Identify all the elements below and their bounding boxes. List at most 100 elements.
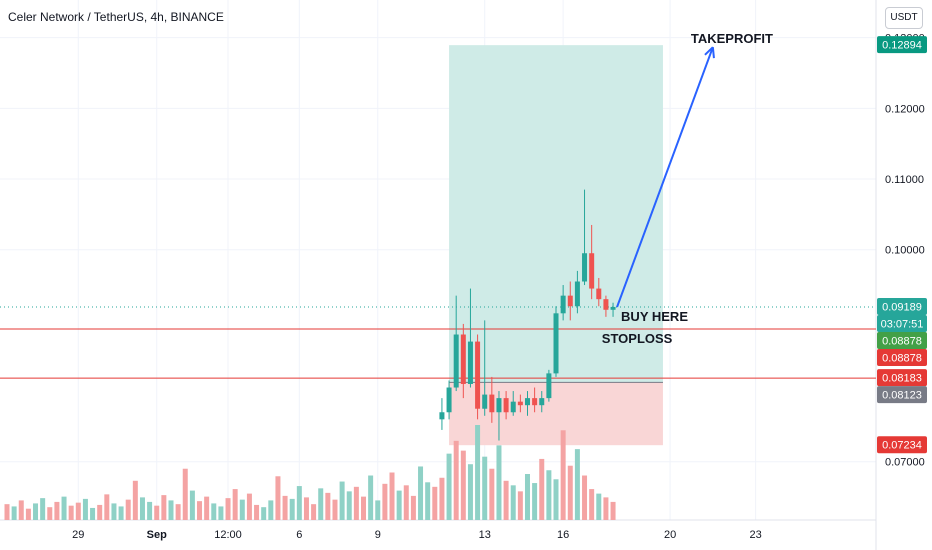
price-badge-label: 03:07:51	[881, 319, 924, 331]
price-badge	[877, 386, 927, 404]
time-tick-label: 13	[479, 529, 491, 541]
volume-bar	[453, 440, 459, 520]
volume-bar	[289, 498, 295, 520]
volume-bar	[82, 498, 88, 520]
price-badge	[877, 436, 927, 454]
volume-bar	[232, 489, 238, 520]
volume-bar	[61, 496, 67, 520]
volume-bar	[47, 507, 53, 520]
candle-body	[560, 295, 566, 314]
candle-body	[546, 373, 552, 399]
candle-body	[503, 398, 509, 413]
buy-here-label: BUY HERE	[621, 309, 688, 324]
volume-bar	[567, 465, 573, 520]
price-badge	[877, 298, 927, 316]
price-tick-label: 0.10000	[885, 245, 925, 257]
volume-bar	[610, 501, 616, 520]
volume-bar	[182, 468, 188, 520]
volume-bar	[132, 480, 138, 520]
volume-bar	[353, 486, 359, 520]
candle-body	[603, 299, 609, 310]
volume-bar	[346, 491, 352, 520]
volume-bar	[574, 449, 580, 520]
volume-bar	[339, 481, 345, 520]
price-tick-label: 0.11000	[885, 174, 924, 186]
volume-bar	[75, 502, 81, 520]
candle-body	[467, 341, 473, 384]
volume-bar	[410, 495, 416, 520]
volume-bar	[154, 505, 160, 520]
volume-bar	[396, 490, 402, 520]
volume-bar	[33, 503, 39, 520]
candle-body	[589, 253, 595, 289]
time-tick-label: 23	[750, 529, 762, 541]
volume-bar	[11, 506, 17, 520]
candle-body	[453, 334, 459, 388]
volume-bar	[211, 503, 217, 520]
volume-bar	[104, 494, 110, 520]
volume-bar	[175, 504, 181, 520]
volume-bar	[68, 505, 74, 520]
volume-bar	[582, 475, 588, 520]
time-tick-label: Sep	[147, 529, 167, 541]
price-badge	[877, 369, 927, 387]
volume-bar	[482, 456, 488, 520]
time-tick-label: 16	[557, 529, 569, 541]
volume-bar	[403, 485, 409, 520]
candle-body	[517, 401, 523, 406]
candle-body	[574, 281, 580, 307]
volume-bar	[524, 474, 530, 520]
volume-bar	[296, 486, 302, 520]
price-badge-label: 0.08183	[882, 373, 922, 385]
volume-bar	[168, 500, 174, 520]
volume-bar	[467, 464, 473, 520]
volume-bar	[382, 483, 388, 520]
volume-bar	[425, 482, 431, 520]
candle-body	[582, 253, 588, 282]
candle-body	[439, 412, 445, 420]
volume-bar	[125, 499, 131, 520]
volume-bar	[517, 491, 523, 520]
volume-bar	[118, 506, 124, 520]
candle-body	[610, 306, 616, 310]
candle-body	[475, 341, 481, 409]
symbol-title: Celer Network / TetherUS, 4h, BINANCE	[8, 10, 224, 24]
volume-bar	[197, 501, 203, 520]
target-arrow	[616, 46, 714, 308]
volume-bar	[553, 479, 559, 520]
price-badge	[877, 349, 927, 367]
currency-button[interactable]: USDT	[885, 7, 923, 29]
candle-body	[496, 398, 502, 413]
volume-bar	[503, 480, 509, 520]
volume-bar	[204, 496, 210, 520]
volume-bar	[254, 504, 260, 520]
volume-bar	[303, 497, 309, 520]
price-badge-label: 0.08878	[882, 353, 922, 365]
price-tick-label: 0.07000	[885, 457, 925, 469]
arrow-head	[711, 47, 715, 59]
volume-bar	[368, 475, 374, 520]
time-tick-label: 20	[664, 529, 676, 541]
time-tick-label: 9	[375, 529, 381, 541]
price-badge-label: 0.07234	[882, 440, 922, 452]
volume-bar	[282, 495, 288, 520]
volume-bar	[25, 508, 31, 520]
price-badge	[877, 36, 927, 54]
volume-bar	[90, 507, 96, 520]
candle-body	[532, 398, 538, 406]
volume-bar	[489, 468, 495, 520]
candle-body	[567, 295, 573, 307]
volume-bar	[496, 445, 502, 520]
candle-body	[446, 387, 452, 413]
volume-bar	[54, 501, 60, 520]
candle-body	[510, 401, 516, 413]
volume-bar	[18, 500, 24, 520]
volume-bar	[97, 504, 103, 520]
candle-body	[489, 394, 495, 413]
takeprofit-label: TAKEPROFIT	[691, 31, 773, 46]
price-badge-label: 0.12894	[882, 40, 922, 52]
volume-bar	[225, 498, 231, 520]
volume-bar	[432, 486, 438, 520]
